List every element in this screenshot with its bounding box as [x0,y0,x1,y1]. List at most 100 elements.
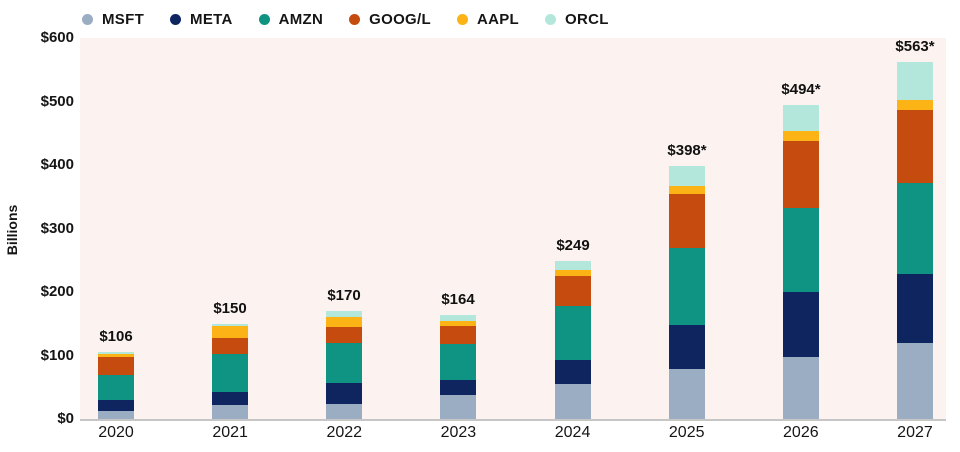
bar-segment-msft-2022 [326,403,362,419]
bar-segment-amzn-2020 [98,375,134,400]
bar-segment-aapl-2020 [98,354,134,358]
bar-segment-meta-2021 [212,391,248,406]
bar-total-label-2020: $106 [99,327,133,345]
bar-segment-aapl-2026 [783,130,819,141]
bar-segment-goog-l-2026 [783,140,819,208]
legend-item-orcl: ORCL [545,11,609,28]
bar-segment-orcl-2021 [212,323,248,326]
bar-segment-msft-2024 [555,384,591,419]
bar-segment-meta-2022 [326,383,362,404]
legend-label: META [190,10,233,28]
x-tick-2025: 2025 [668,424,705,441]
bar-segment-msft-2020 [98,410,134,419]
legend-dot-goog-l [349,13,361,25]
y-tick-600: $600 [40,29,74,46]
bar-segment-orcl-2025 [669,166,705,186]
bar-segment-goog-l-2025 [669,194,705,249]
bar-segment-amzn-2024 [555,305,591,360]
x-tick-2026: 2026 [783,424,819,441]
bar-segment-msft-2027 [897,343,933,419]
legend-item-meta: META [170,11,233,28]
legend-dot-aapl [456,13,468,25]
bar-total-label-2027: $563* [895,37,935,55]
bar-2026 [783,105,819,419]
bar-segment-aapl-2025 [669,185,705,195]
bar-segment-goog-l-2020 [98,357,134,376]
bar-segment-orcl-2026 [783,105,819,131]
bar-2023 [440,314,476,419]
legend-item-goog-l: GOOG/L [349,11,431,28]
y-tick-500: $500 [40,92,74,110]
x-tick-2021: 2021 [212,424,248,441]
bar-segment-msft-2025 [669,368,705,419]
bar-segment-meta-2020 [98,399,134,411]
legend-dot-msft [82,13,93,25]
legend-dot-amzn [258,13,270,25]
bar-total-label-2024: $249 [556,236,590,254]
bar-2021 [212,323,248,419]
legend-label: GOOG/L [369,10,431,28]
y-tick-300: $300 [40,219,74,237]
bar-segment-orcl-2022 [326,311,362,317]
bar-total-label-2022: $170 [327,287,361,305]
bar-segment-goog-l-2022 [326,326,362,343]
bar-segment-amzn-2023 [440,344,476,380]
bar-2027 [897,61,933,419]
bar-segment-meta-2027 [897,274,933,344]
bar-segment-goog-l-2021 [212,338,248,355]
bar-segment-amzn-2021 [212,354,248,392]
x-tick-2020: 2020 [98,424,134,441]
bar-segment-amzn-2022 [326,342,362,384]
x-tick-2027: 2027 [897,424,933,441]
bar-segment-msft-2026 [783,357,819,419]
y-tick-0: $0 [57,410,74,427]
legend-label: AMZN [278,10,324,28]
bar-segment-meta-2023 [440,379,476,395]
bar-segment-amzn-2027 [897,183,933,275]
x-tick-2024: 2024 [554,424,591,441]
legend-dot-meta [170,13,182,25]
bar-segment-orcl-2023 [440,314,476,322]
bar-total-label-2021: $150 [213,299,247,317]
bar-segment-msft-2023 [440,394,476,419]
bar-segment-aapl-2023 [440,321,476,326]
bar-segment-amzn-2025 [669,248,705,326]
bar-segment-goog-l-2023 [440,325,476,345]
y-tick-200: $200 [40,283,74,300]
bar-segment-aapl-2024 [555,269,591,276]
bar-2025 [669,166,705,419]
legend-item-aapl: AAPL [456,10,520,28]
bar-segment-meta-2025 [669,325,705,369]
bar-segment-msft-2021 [212,405,248,419]
bar-segment-goog-l-2024 [555,275,591,306]
legend-label: ORCL [565,10,609,28]
y-tick-400: $400 [40,156,74,173]
bar-segment-aapl-2027 [897,99,933,111]
bar-2020 [98,351,134,419]
legend-item-msft: MSFT [82,11,144,28]
x-tick-2023: 2023 [440,424,477,441]
bar-segment-orcl-2027 [897,61,933,100]
bar-total-label-2023: $164 [441,290,475,308]
bar-segment-aapl-2021 [212,325,248,339]
bar-2022 [326,311,362,419]
x-tick-2022: 2022 [326,424,363,441]
bar-segment-orcl-2020 [98,351,134,355]
bar-2024 [555,260,591,419]
bar-total-label-2025: $398* [667,142,707,160]
bar-segment-meta-2024 [555,359,591,385]
legend-label: MSFT [102,10,145,28]
bar-segment-aapl-2022 [326,316,362,327]
legend-item-amzn: AMZN [258,10,324,28]
y-tick-100: $100 [40,346,74,364]
bar-segment-meta-2026 [783,292,819,358]
bar-segment-amzn-2026 [783,207,819,293]
bar-segment-orcl-2024 [555,260,591,270]
legend: MSFT META AMZN GOOG/L AAPL ORCL [82,8,609,30]
bar-segment-goog-l-2027 [897,110,933,184]
legend-label: AAPL [476,10,520,28]
legend-dot-orcl [545,13,557,25]
bar-total-label-2026: $494* [781,81,821,99]
plot-area: $106 $150 $170 $164 $249 $398* $494* $563* [80,38,946,421]
